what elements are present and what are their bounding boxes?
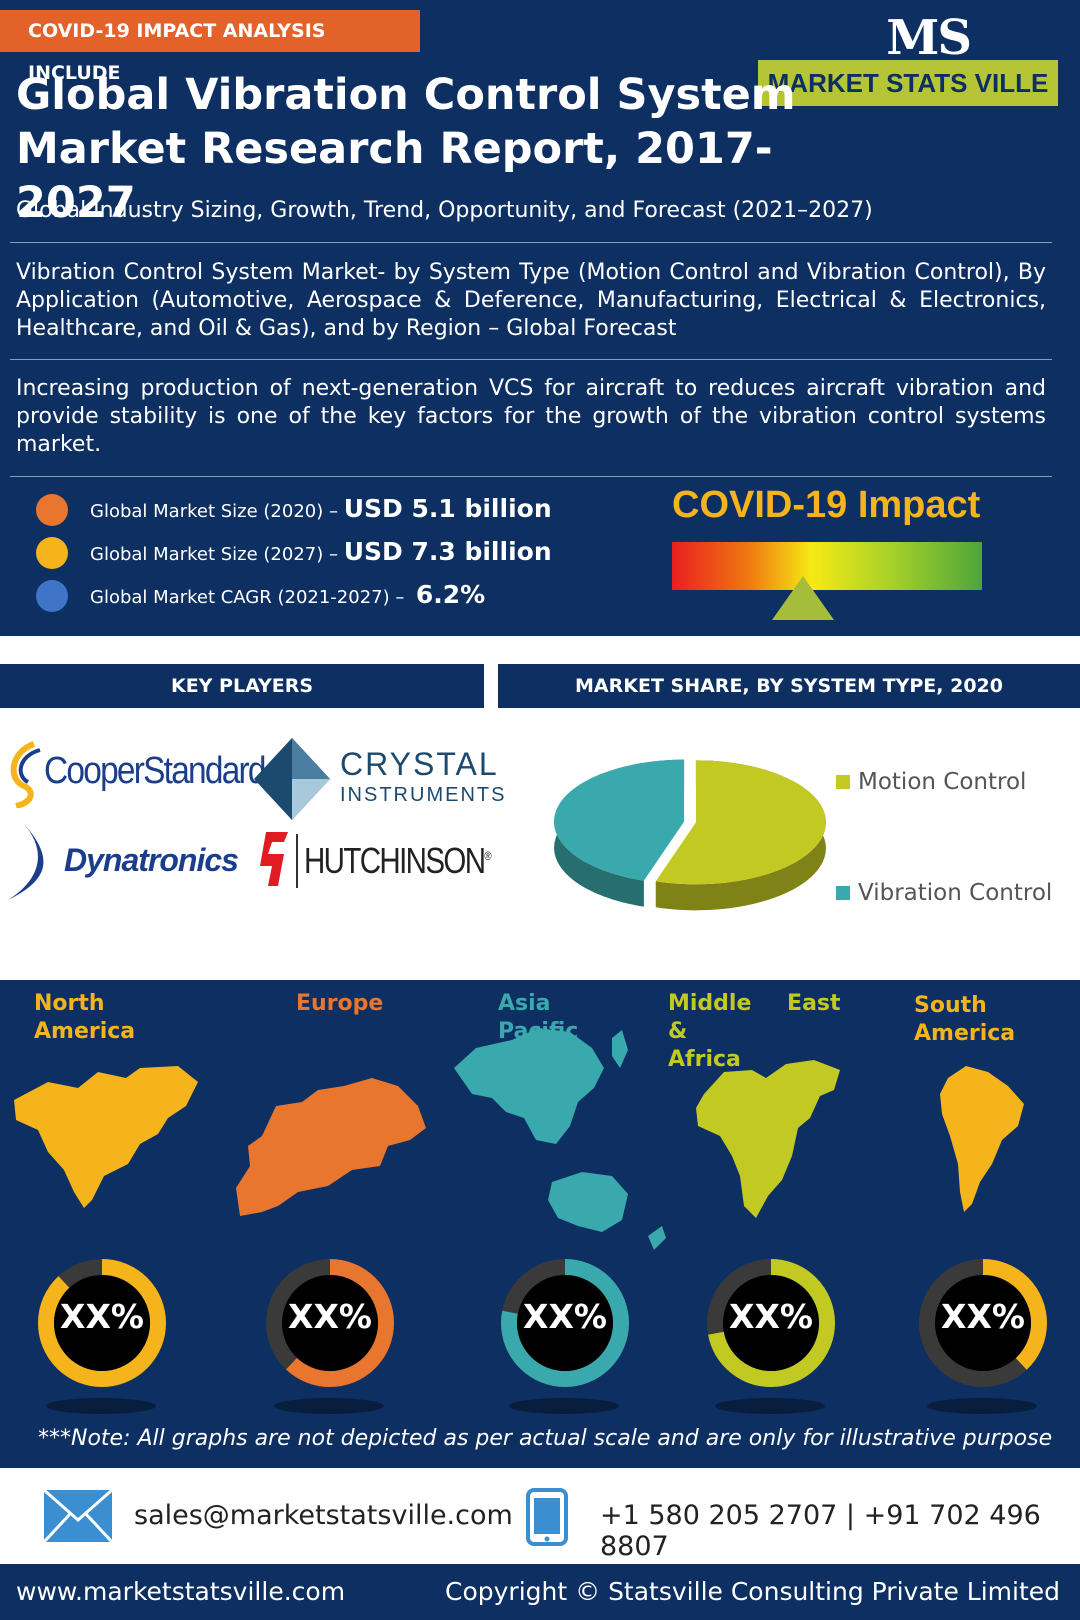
donut-arc-asia-pacific: [501, 1259, 629, 1387]
covid-impact-pointer: [772, 576, 834, 620]
page-subtitle: Global Industry Sizing, Growth, Trend, O…: [16, 198, 873, 223]
donut-value-middle-east-africa: XX%: [729, 1297, 813, 1336]
donut-shadow: [927, 1398, 1037, 1414]
donut-center-asia-pacific: [517, 1275, 613, 1371]
legend-swatch-vibration-control: [836, 886, 850, 900]
market-share-header: MARKET SHARE, BY SYSTEM TYPE, 2020: [498, 664, 1080, 708]
stat-dot-2027: [36, 537, 68, 569]
africa-middle-east-map-icon: [696, 1060, 840, 1218]
stat-cagr: Global Market CAGR (2021-2027) – 6.2%: [90, 580, 486, 609]
legend-motion-control: Motion Control: [836, 769, 1026, 795]
divider: [10, 242, 1052, 243]
hutchinson-logo: HUTCHINSON®: [256, 830, 492, 894]
crystal-name-line2: INSTRUMENTS: [340, 784, 507, 806]
region-name-north-america: North America: [34, 991, 136, 1044]
donut-north-america: XX%: [36, 1257, 168, 1389]
growth-driver: Increasing production of next-generation…: [16, 376, 1046, 457]
legend-swatch-motion-control: [836, 775, 850, 789]
donut-value-north-america: XX%: [60, 1297, 144, 1336]
asia-pacific-map-icon: [454, 1028, 666, 1250]
footer-website-link[interactable]: www.marketstatsville.com: [16, 1577, 346, 1606]
dynatronics-chevron-icon: [8, 824, 44, 900]
donut-center-south-america: [935, 1275, 1031, 1371]
cooper-standard-name: CooperStandard: [44, 750, 267, 792]
illustration-note: ***Note: All graphs are not depicted as …: [38, 1426, 1053, 1451]
donut-south-america: XX%: [917, 1257, 1049, 1389]
hutchinson-name: HUTCHINSON®: [304, 840, 492, 881]
key-players-header: KEY PLAYERS: [0, 664, 484, 708]
donut-value-europe: XX%: [288, 1297, 372, 1336]
donut-value-asia-pacific: XX%: [523, 1297, 607, 1336]
donut-center-europe: [282, 1275, 378, 1371]
donut-middle-east-africa: XX%: [705, 1257, 837, 1389]
title-line-2: Market Research Report, 2017-2027: [16, 124, 773, 228]
dynatronics-name: Dynatronics: [64, 842, 239, 878]
cooper-standard-logo: CooperStandard: [4, 740, 267, 810]
cooper-swoosh-icon: [10, 741, 41, 808]
covid-impact-tag: COVID-19 IMPACT ANALYSIS INCLUDE: [0, 10, 420, 84]
donut-europe: XX%: [264, 1257, 396, 1389]
contact-phone[interactable]: +1 580 205 2707 | +91 702 496 8807: [600, 1500, 1041, 1562]
europe-asia-map-icon: [236, 1078, 426, 1216]
stat-market-size-2020: Global Market Size (2020) – USD 5.1 bill…: [90, 494, 552, 523]
logo-mark: MS: [886, 10, 972, 66]
donut-asia-pacific: XX%: [499, 1257, 631, 1389]
divider: [10, 476, 1052, 477]
north-america-map-icon: [14, 1066, 198, 1208]
hutchinson-mark-icon: [260, 832, 288, 886]
divider: [10, 359, 1052, 360]
donut-arc-europe: [266, 1259, 394, 1387]
donut-arc-south-america: [919, 1259, 1047, 1387]
donut-shadow: [509, 1398, 619, 1414]
crystal-diamond-icon: [254, 738, 330, 820]
contact-email[interactable]: sales@marketstatsville.com: [134, 1500, 513, 1531]
pie-slice-vibration-control: [554, 759, 685, 881]
pie-slice-motion-control: [655, 760, 826, 885]
legend-label-motion-control: Motion Control: [858, 769, 1027, 795]
logo-text: MARKET STATS VILLE: [758, 60, 1058, 106]
donut-shadow: [274, 1398, 384, 1414]
south-america-map-icon: [940, 1066, 1024, 1212]
title-line-1: Global Vibration Control System: [16, 70, 796, 120]
email-icon: [44, 1490, 112, 1542]
covid-impact-title: COVID-19 Impact: [672, 484, 981, 526]
phone-icon: [526, 1488, 568, 1546]
donut-arc-north-america: [38, 1259, 166, 1387]
donut-center-north-america: [54, 1275, 150, 1371]
stat-dot-cagr: [36, 580, 68, 612]
market-share-pie-chart: [554, 759, 826, 911]
page-title: Global Vibration Control System Market R…: [16, 68, 816, 230]
stat-market-size-2027: Global Market Size (2027) – USD 7.3 bill…: [90, 537, 552, 566]
region-name-south-america: South America: [914, 993, 1016, 1046]
legend-label-vibration-control: Vibration Control: [858, 880, 1053, 906]
market-description: Vibration Control System Market- by Syst…: [16, 260, 1046, 341]
donut-center-middle-east-africa: [723, 1275, 819, 1371]
footer-copyright: Copyright © Statsville Consulting Privat…: [445, 1577, 1060, 1606]
donut-shadow: [715, 1398, 825, 1414]
crystal-name-line1: CRYSTAL: [340, 746, 499, 782]
stat-dot-2020: [36, 494, 68, 526]
dynatronics-logo: Dynatronics: [4, 822, 254, 902]
region-name-europe: Europe: [296, 991, 384, 1016]
legend-vibration-control: Vibration Control: [836, 880, 1052, 906]
crystal-instruments-logo: CRYSTAL INSTRUMENTS: [254, 738, 504, 820]
donut-value-south-america: XX%: [941, 1297, 1025, 1336]
region-name-middle-east-africa: Middle East & Africa: [668, 991, 841, 1072]
donut-arc-middle-east-africa: [707, 1259, 835, 1387]
hutchinson-divider: [296, 834, 298, 888]
donut-shadow: [46, 1398, 156, 1414]
